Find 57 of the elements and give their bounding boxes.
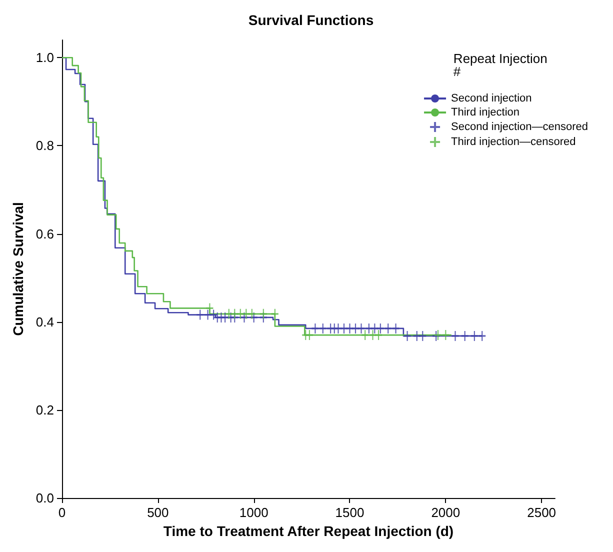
point — [305, 329, 314, 341]
point — [346, 322, 354, 334]
point — [236, 308, 245, 320]
point — [220, 312, 230, 324]
legend-title: Repeat Injection # — [453, 51, 552, 79]
legend-label: Second injection — [451, 92, 532, 104]
y-tick-label: 0.8 — [36, 138, 54, 154]
point — [242, 308, 250, 320]
legend-label: Third injection — [451, 106, 520, 118]
point — [376, 322, 385, 334]
point — [311, 322, 320, 334]
point — [374, 329, 383, 341]
x-tick-label: 500 — [147, 505, 169, 520]
point — [318, 322, 328, 334]
x-tick-label: 0 — [58, 505, 66, 520]
point — [418, 330, 427, 342]
y-tick-label: 0.0 — [36, 490, 54, 506]
point — [384, 322, 392, 334]
point — [224, 308, 234, 320]
point — [259, 308, 268, 320]
point — [364, 322, 374, 334]
point — [357, 322, 366, 334]
point — [230, 308, 239, 320]
point — [360, 329, 370, 341]
point — [451, 330, 460, 342]
y-axis-title: Cumulative Survival — [10, 202, 26, 336]
y-tick-label: 0.4 — [36, 314, 54, 330]
y-tick-label: 0.2 — [36, 402, 54, 418]
x-tick-label: 1000 — [239, 505, 268, 520]
legend-label: Third injection—censored — [451, 136, 576, 148]
point — [351, 322, 360, 334]
point — [368, 329, 377, 341]
point — [478, 330, 486, 342]
point — [206, 302, 214, 314]
point — [392, 322, 400, 334]
y-tick-label: 0.6 — [36, 226, 54, 242]
point — [248, 308, 256, 320]
legend-label: Second injection—censored — [451, 121, 588, 133]
y-tick-label: 1.0 — [36, 50, 54, 66]
point — [460, 330, 469, 342]
x-axis-title: Time to Treatment After Repeat Injection (d) — [163, 522, 454, 539]
x-tick-label: 1500 — [335, 505, 364, 520]
point — [340, 322, 348, 334]
chart-title: Survival Functions — [248, 12, 374, 28]
x-tick-label: 2000 — [431, 505, 460, 520]
point — [270, 308, 280, 320]
x-tick-label: 2500 — [527, 505, 556, 520]
point — [412, 330, 422, 342]
point — [196, 309, 204, 320]
point — [209, 309, 218, 320]
point — [370, 322, 379, 334]
point — [334, 322, 342, 334]
point — [470, 330, 479, 342]
point — [250, 312, 258, 324]
point — [204, 309, 212, 320]
point — [240, 312, 248, 324]
point — [403, 330, 412, 342]
